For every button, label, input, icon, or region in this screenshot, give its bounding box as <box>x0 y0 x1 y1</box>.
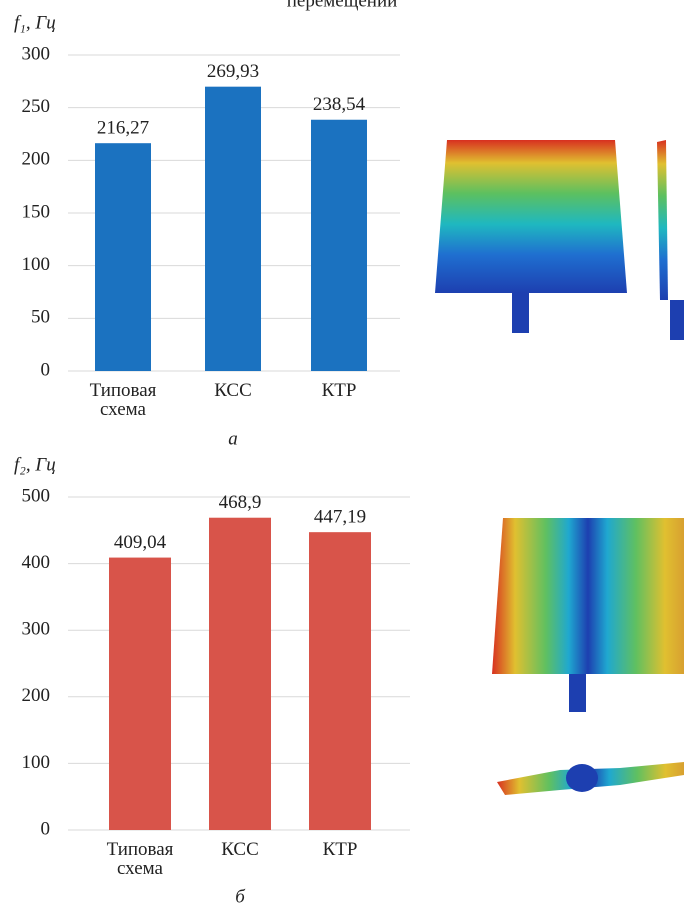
x-tick-label-box: Типовая схема <box>90 840 190 884</box>
y-axis-label: f₁, Гц <box>14 12 56 33</box>
bar <box>209 518 271 830</box>
x-tick-label: КТР <box>303 840 378 859</box>
bar <box>309 532 371 830</box>
x-tick-label-box: Типовая схема <box>73 381 173 425</box>
bar <box>205 87 261 371</box>
value-label: 269,93 <box>207 61 259 82</box>
y-axis-label: f₂, Гц <box>14 454 56 475</box>
y-tick-label: 400 <box>22 552 51 573</box>
bar <box>95 143 151 371</box>
fem-image-1 <box>435 140 684 340</box>
y-tick-label: 150 <box>22 201 51 222</box>
bar <box>311 120 367 371</box>
y-tick-label: 100 <box>22 254 51 275</box>
x-tick-label: КСС <box>203 840 278 859</box>
y-tick-label: 300 <box>22 619 51 640</box>
x-tick-label: КСС <box>196 381 271 400</box>
caption: б <box>235 886 246 907</box>
y-tick-label: 100 <box>22 752 51 773</box>
bar <box>109 558 171 830</box>
y-tick-label: 200 <box>22 149 51 170</box>
value-label: 409,04 <box>114 532 167 553</box>
caption: а <box>228 428 238 449</box>
x-tick-label-box: КСС <box>190 840 290 884</box>
fem-image-2 <box>492 518 684 795</box>
value-label: 216,27 <box>97 118 149 139</box>
x-tick-label: КТР <box>302 381 377 400</box>
y-tick-label: 0 <box>41 818 51 839</box>
x-tick-label: Типовая схема <box>103 840 178 878</box>
y-tick-label: 0 <box>41 359 51 380</box>
x-tick-label-box: КТР <box>290 840 390 884</box>
value-label: 447,19 <box>314 507 366 528</box>
y-tick-label: 50 <box>31 307 50 328</box>
y-tick-label: 300 <box>22 43 51 64</box>
value-label: 238,54 <box>313 94 366 115</box>
value-label: 468,9 <box>219 492 262 513</box>
x-tick-label-box: КСС <box>183 381 283 425</box>
caption-top: перемещений <box>287 0 398 11</box>
y-tick-label: 500 <box>22 485 51 506</box>
y-tick-label: 200 <box>22 685 51 706</box>
x-tick-label-box: КТР <box>289 381 389 425</box>
x-tick-label: Типовая схема <box>86 381 161 419</box>
y-tick-label: 250 <box>22 96 51 117</box>
figure: перемещений f₁, Гц 0 50 100 150 200 250 300 216,… <box>0 0 684 910</box>
